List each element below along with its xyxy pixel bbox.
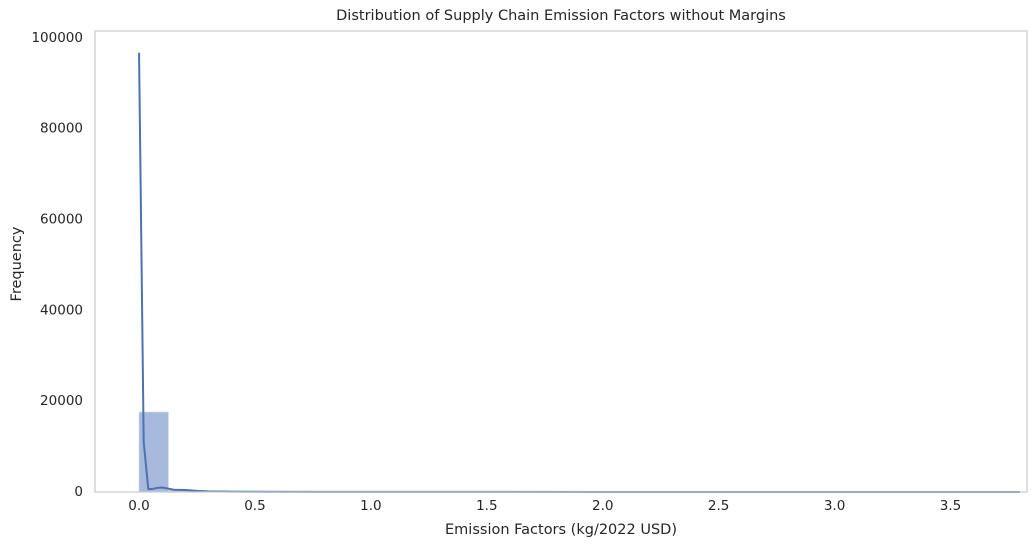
x-tick-label: 0.5 xyxy=(244,498,265,514)
y-tick-label: 60000 xyxy=(40,211,83,227)
x-axis-label: Emission Factors (kg/2022 USD) xyxy=(445,522,677,538)
y-tick-label: 0 xyxy=(74,484,83,500)
y-tick-label: 100000 xyxy=(31,30,83,46)
plot-frame xyxy=(94,30,1028,493)
x-tick-label: 2.5 xyxy=(708,498,729,514)
x-tick-label: 0.0 xyxy=(128,498,149,514)
x-tick-labels: 0.0 0.5 1.0 1.5 2.0 2.5 3.0 3.5 xyxy=(128,498,961,514)
kde-line xyxy=(138,52,1021,493)
y-tick-label: 40000 xyxy=(40,302,83,318)
y-tick-label: 20000 xyxy=(40,393,83,409)
y-tick-labels: 0 20000 40000 60000 80000 100000 xyxy=(31,30,83,500)
x-tick-label: 2.0 xyxy=(592,498,613,514)
kde-curve-group xyxy=(138,52,1021,493)
chart-title: Distribution of Supply Chain Emission Fa… xyxy=(336,8,786,24)
x-tick-label: 1.5 xyxy=(476,498,497,514)
y-tick-label: 80000 xyxy=(40,121,83,137)
x-tick-label: 3.0 xyxy=(824,498,845,514)
x-tick-label: 1.0 xyxy=(360,498,381,514)
histogram-bars xyxy=(138,411,1020,493)
x-tick-label: 3.5 xyxy=(940,498,961,514)
